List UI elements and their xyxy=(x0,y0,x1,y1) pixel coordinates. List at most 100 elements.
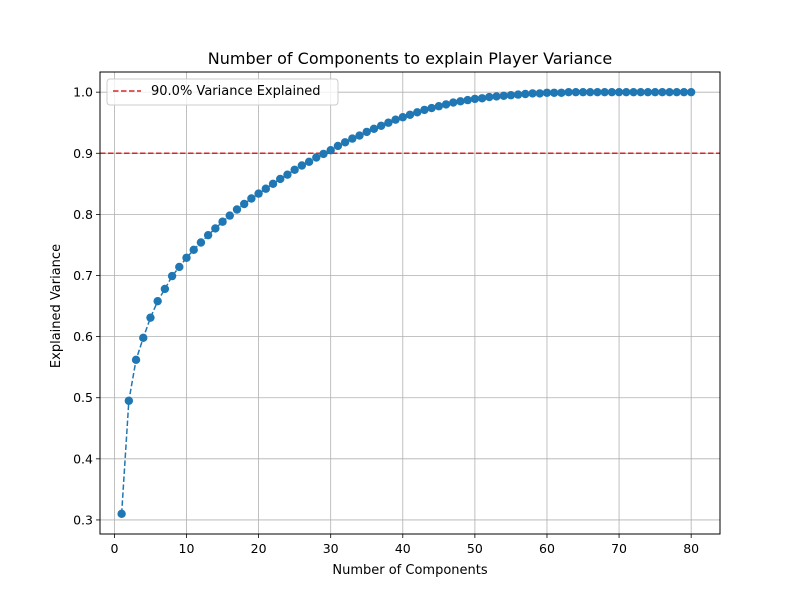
y-tick-label: 0.5 xyxy=(73,390,93,405)
legend-entry-label: 90.0% Variance Explained xyxy=(151,84,321,99)
y-tick-label: 0.3 xyxy=(73,512,93,527)
data-point xyxy=(506,91,516,100)
data-point xyxy=(369,124,379,134)
data-point xyxy=(117,509,126,519)
data-point xyxy=(319,149,328,159)
x-tick-label: 0 xyxy=(110,541,118,556)
data-point xyxy=(348,134,357,143)
data-point xyxy=(477,94,487,103)
data-point xyxy=(499,91,508,101)
grid xyxy=(100,72,720,534)
data-point xyxy=(679,87,689,97)
data-point xyxy=(564,87,573,97)
data-point xyxy=(578,87,588,97)
data-point xyxy=(470,94,480,104)
data-point xyxy=(643,87,653,97)
data-point xyxy=(600,87,609,97)
x-axis-label: Number of Components xyxy=(332,563,487,578)
data-point xyxy=(398,113,407,122)
y-tick-label: 1.0 xyxy=(73,85,93,100)
data-point xyxy=(362,127,371,137)
data-point xyxy=(607,87,617,97)
data-point xyxy=(622,87,631,97)
data-point xyxy=(355,131,364,140)
data-point xyxy=(261,184,271,193)
data-point xyxy=(268,179,278,189)
data-point xyxy=(456,97,465,106)
data-point xyxy=(665,87,674,97)
data-point xyxy=(153,296,162,306)
data-point xyxy=(672,87,681,97)
data-point xyxy=(376,121,386,130)
data-point xyxy=(232,205,242,214)
data-point xyxy=(276,174,285,184)
data-point xyxy=(413,108,422,117)
x-tick-label: 70 xyxy=(611,541,627,556)
data-point xyxy=(326,146,335,155)
legend-box xyxy=(106,78,339,106)
plot-frame xyxy=(99,71,721,535)
data-point xyxy=(427,103,436,113)
y-axis-label: Explained Variance xyxy=(49,244,64,368)
x-tick-label: 80 xyxy=(683,541,699,556)
data-point xyxy=(485,92,494,102)
data-point xyxy=(405,110,415,119)
data-point xyxy=(304,157,314,167)
data-point xyxy=(449,98,458,107)
legend: 90.0% Variance Explained xyxy=(106,78,339,106)
y-tick-label: 0.8 xyxy=(73,207,93,222)
data-point xyxy=(131,355,141,365)
data-point xyxy=(290,165,299,174)
x-tick-label: 60 xyxy=(539,541,555,556)
data-point xyxy=(614,87,624,97)
data-point xyxy=(636,87,645,97)
data-point xyxy=(492,92,501,101)
y-tick-label: 0.4 xyxy=(73,451,93,466)
axis-ticks: 0 10 20 30 40 50 60 70 80 0.3 0.4 0.5 0.6 0.7 0.8 0.9 1.… xyxy=(73,85,699,556)
data-point xyxy=(124,396,134,405)
data-point xyxy=(571,87,581,97)
data-point xyxy=(549,88,559,97)
data-point xyxy=(513,90,523,99)
data-point xyxy=(463,95,472,105)
data-point xyxy=(340,138,350,147)
x-tick-label: 20 xyxy=(251,541,267,556)
data-point xyxy=(420,105,429,115)
data-point xyxy=(218,217,227,226)
data-point xyxy=(441,100,451,109)
data-point xyxy=(333,141,343,151)
data-point xyxy=(535,89,544,98)
data-point xyxy=(175,262,184,272)
data-point xyxy=(557,88,566,97)
data-point xyxy=(686,87,696,97)
x-tick-label: 40 xyxy=(395,541,411,556)
data-point xyxy=(521,89,530,99)
data-point xyxy=(650,87,660,97)
data-point xyxy=(283,170,292,179)
data-point xyxy=(247,194,256,203)
data-point xyxy=(203,230,213,240)
data-point xyxy=(189,245,198,255)
data-point xyxy=(297,161,307,170)
series-layer xyxy=(117,87,696,519)
data-point xyxy=(528,89,537,98)
x-tick-label: 30 xyxy=(323,541,339,556)
data-point xyxy=(160,284,170,294)
data-point xyxy=(225,211,234,220)
chart-title: Number of Components to explain Player V… xyxy=(208,49,612,68)
x-tick-label: 50 xyxy=(467,541,483,556)
data-point xyxy=(239,199,249,209)
data-point xyxy=(542,88,552,97)
y-tick-label: 0.9 xyxy=(73,146,93,161)
y-tick-label: 0.7 xyxy=(73,268,93,283)
data-point xyxy=(167,271,177,281)
data-point xyxy=(586,87,595,97)
data-point xyxy=(254,189,263,198)
data-point xyxy=(658,87,667,97)
data-point xyxy=(211,224,220,233)
x-tick-label: 10 xyxy=(179,541,195,556)
data-point xyxy=(146,313,155,322)
data-point xyxy=(434,102,444,111)
